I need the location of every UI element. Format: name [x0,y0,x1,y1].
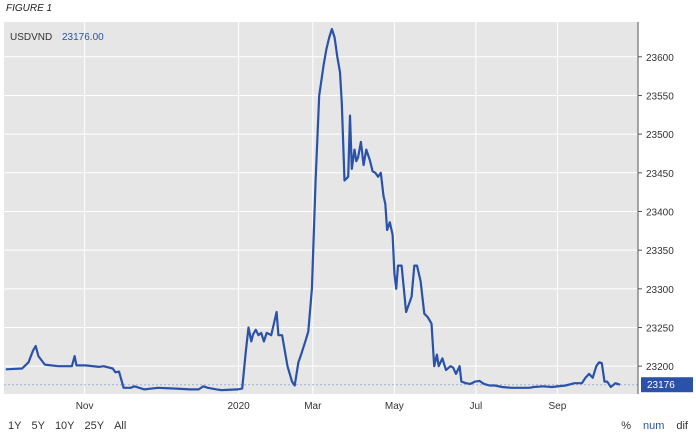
legend-value: 23176.00 [62,32,104,43]
range-10y-button[interactable]: 10Y [54,420,75,432]
x-tick-label-1: 2020 [227,401,250,412]
mode-num-button[interactable]: num [642,420,665,432]
y-tick-label-6: 23500 [646,130,674,141]
range-25y-button[interactable]: 25Y [84,420,105,432]
y-axis-ticks: 23200 23250 23300 23350 23400 23450 23500 23550… [638,53,674,373]
mode-dif-button[interactable]: dif [676,420,688,432]
y-tick-label-8: 23600 [646,53,674,64]
range-selector: 1Y 5Y 10Y 25Y All [8,420,126,432]
x-tick-label-4: Jul [469,401,482,412]
x-tick-label-5: Sep [548,401,566,412]
y-tick-label-3: 23350 [646,246,674,257]
x-tick-label-3: May [385,401,404,412]
range-1y-button[interactable]: 1Y [8,420,22,432]
range-5y-button[interactable]: 5Y [31,420,45,432]
last-value-badge [641,377,693,393]
figure-label: FIGURE 1 [6,3,53,14]
y-tick-label-1: 23250 [646,323,674,334]
legend-symbol: USDVND [10,32,52,43]
range-all-button[interactable]: All [114,420,127,432]
x-tick-label-0: Nov [76,401,94,412]
x-axis-ticks: Nov 2020 Mar May Jul Sep [76,401,567,412]
x-tick-label-2: Mar [304,401,322,412]
y-tick-label-5: 23450 [646,169,674,180]
y-tick-label-2: 23300 [646,285,674,296]
y-tick-label-7: 23550 [646,91,674,102]
grid-lines [4,22,638,394]
y-tick-label-0: 23200 [646,362,674,373]
series-line-usdvnd [5,27,621,392]
last-value-text: 23176 [647,380,675,391]
mode-selector: % num dif [621,420,688,432]
mode-percent-button[interactable]: % [621,420,631,432]
y-tick-label-4: 23400 [646,207,674,218]
